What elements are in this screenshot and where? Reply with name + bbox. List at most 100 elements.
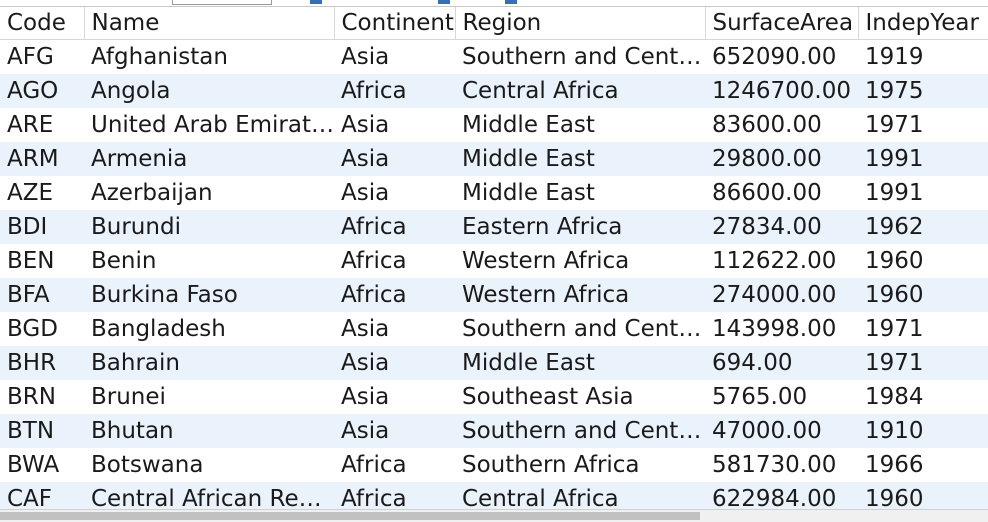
cell-surfacearea[interactable]: 83600.00 <box>705 108 858 142</box>
cell-indepyear[interactable]: 1991 <box>858 142 988 176</box>
table-row[interactable]: BGD Bangladesh Asia Southern and Centr... 14… <box>0 312 988 346</box>
cell-region[interactable]: Southern and Centr... <box>455 312 705 346</box>
cell-indepyear[interactable]: 1960 <box>858 244 988 278</box>
table-row[interactable]: AFG Afghanistan Asia Southern and Centr... 6… <box>0 39 988 74</box>
table-row[interactable]: AGO Angola Africa Central Africa 1246700.00 1… <box>0 74 988 108</box>
table-row[interactable]: BTN Bhutan Asia Southern and Centr... 47000.… <box>0 414 988 448</box>
cell-continent[interactable]: Asia <box>334 312 455 346</box>
cell-continent[interactable]: Asia <box>334 380 455 414</box>
cell-name[interactable]: Botswana <box>84 448 334 482</box>
cell-code[interactable]: BHR <box>0 346 84 380</box>
cell-continent[interactable]: Asia <box>334 142 455 176</box>
column-header-region[interactable]: Region <box>455 7 706 40</box>
cell-continent[interactable]: Africa <box>334 74 455 108</box>
column-header-continent[interactable]: Continent <box>334 7 456 40</box>
cell-name[interactable]: Bhutan <box>84 414 334 448</box>
cell-region[interactable]: Middle East <box>455 142 705 176</box>
toolbar-input-box[interactable] <box>172 0 272 5</box>
cell-surfacearea[interactable]: 29800.00 <box>705 142 858 176</box>
cell-surfacearea[interactable]: 143998.00 <box>705 312 858 346</box>
cell-region[interactable]: Middle East <box>455 176 705 210</box>
cell-code[interactable]: BTN <box>0 414 84 448</box>
cell-surfacearea[interactable]: 5765.00 <box>705 380 858 414</box>
cell-surfacearea[interactable]: 274000.00 <box>705 278 858 312</box>
cell-code[interactable]: BDI <box>0 210 84 244</box>
cell-continent[interactable]: Africa <box>334 448 455 482</box>
cell-surfacearea[interactable]: 694.00 <box>705 346 858 380</box>
table-row[interactable]: ARE United Arab Emirates Asia Middle East 83… <box>0 108 988 142</box>
cell-region[interactable]: Western Africa <box>455 278 705 312</box>
table-row[interactable]: BDI Burundi Africa Eastern Africa 27834.00 19… <box>0 210 988 244</box>
table-row[interactable]: AZE Azerbaijan Asia Middle East 86600.00 1991 <box>0 176 988 210</box>
cell-name[interactable]: Burundi <box>84 210 334 244</box>
cell-code[interactable]: AZE <box>0 176 84 210</box>
cell-region[interactable]: Middle East <box>455 108 705 142</box>
cell-indepyear[interactable]: 1971 <box>858 346 988 380</box>
cell-continent[interactable]: Africa <box>334 210 455 244</box>
cell-code[interactable]: AGO <box>0 74 84 108</box>
cell-indepyear[interactable]: 1971 <box>858 312 988 346</box>
column-header-name[interactable]: Name <box>84 7 335 40</box>
column-header-indepyear[interactable]: IndepYear <box>858 7 988 40</box>
cell-code[interactable]: BEN <box>0 244 84 278</box>
cell-indepyear[interactable]: 1971 <box>858 108 988 142</box>
toolbar-icon[interactable] <box>505 0 517 4</box>
cell-continent[interactable]: Asia <box>334 414 455 448</box>
scrollbar-thumb[interactable] <box>0 512 700 520</box>
cell-indepyear[interactable]: 1991 <box>858 176 988 210</box>
column-header-code[interactable]: Code <box>0 7 85 40</box>
cell-surfacearea[interactable]: 1246700.00 <box>705 74 858 108</box>
horizontal-scrollbar[interactable] <box>0 509 988 522</box>
cell-surfacearea[interactable]: 112622.00 <box>705 244 858 278</box>
cell-continent[interactable]: Asia <box>334 346 455 380</box>
cell-continent[interactable]: Asia <box>334 108 455 142</box>
cell-name[interactable]: Afghanistan <box>84 39 334 74</box>
cell-indepyear[interactable]: 1960 <box>858 278 988 312</box>
cell-surfacearea[interactable]: 86600.00 <box>705 176 858 210</box>
cell-continent[interactable]: Africa <box>334 278 455 312</box>
cell-continent[interactable]: Africa <box>334 244 455 278</box>
cell-region[interactable]: Southeast Asia <box>455 380 705 414</box>
cell-name[interactable]: Azerbaijan <box>84 176 334 210</box>
table-row[interactable]: BHR Bahrain Asia Middle East 694.00 1971 <box>0 346 988 380</box>
cell-indepyear[interactable]: 1962 <box>858 210 988 244</box>
table-row[interactable]: BEN Benin Africa Western Africa 112622.00 196… <box>0 244 988 278</box>
cell-code[interactable]: BFA <box>0 278 84 312</box>
table-row[interactable]: ARM Armenia Asia Middle East 29800.00 1991 <box>0 142 988 176</box>
cell-indepyear[interactable]: 1966 <box>858 448 988 482</box>
column-header-surfacearea[interactable]: SurfaceArea <box>705 7 859 40</box>
cell-region[interactable]: Eastern Africa <box>455 210 705 244</box>
cell-code[interactable]: ARM <box>0 142 84 176</box>
cell-surfacearea[interactable]: 581730.00 <box>705 448 858 482</box>
cell-continent[interactable]: Asia <box>334 39 455 74</box>
cell-name[interactable]: Bangladesh <box>84 312 334 346</box>
cell-name[interactable]: Brunei <box>84 380 334 414</box>
cell-code[interactable]: ARE <box>0 108 84 142</box>
cell-name[interactable]: United Arab Emirates <box>84 108 334 142</box>
cell-region[interactable]: Southern and Centr... <box>455 414 705 448</box>
toolbar-icon[interactable] <box>310 0 322 4</box>
cell-indepyear[interactable]: 1910 <box>858 414 988 448</box>
cell-name[interactable]: Bahrain <box>84 346 334 380</box>
cell-region[interactable]: Southern and Centr... <box>455 39 705 74</box>
cell-region[interactable]: Central Africa <box>455 74 705 108</box>
table-row[interactable]: BWA Botswana Africa Southern Africa 581730.0… <box>0 448 988 482</box>
cell-region[interactable]: Middle East <box>455 346 705 380</box>
cell-surfacearea[interactable]: 47000.00 <box>705 414 858 448</box>
cell-indepyear[interactable]: 1984 <box>858 380 988 414</box>
cell-code[interactable]: BGD <box>0 312 84 346</box>
cell-code[interactable]: BWA <box>0 448 84 482</box>
cell-name[interactable]: Armenia <box>84 142 334 176</box>
table-row[interactable]: BRN Brunei Asia Southeast Asia 5765.00 1984 <box>0 380 988 414</box>
cell-code[interactable]: AFG <box>0 39 84 74</box>
cell-name[interactable]: Burkina Faso <box>84 278 334 312</box>
toolbar-icon[interactable] <box>438 0 450 4</box>
cell-indepyear[interactable]: 1975 <box>858 74 988 108</box>
cell-surfacearea[interactable]: 27834.00 <box>705 210 858 244</box>
cell-continent[interactable]: Asia <box>334 176 455 210</box>
cell-region[interactable]: Western Africa <box>455 244 705 278</box>
cell-surfacearea[interactable]: 652090.00 <box>705 39 858 74</box>
table-row[interactable]: BFA Burkina Faso Africa Western Africa 27400… <box>0 278 988 312</box>
cell-name[interactable]: Benin <box>84 244 334 278</box>
cell-name[interactable]: Angola <box>84 74 334 108</box>
